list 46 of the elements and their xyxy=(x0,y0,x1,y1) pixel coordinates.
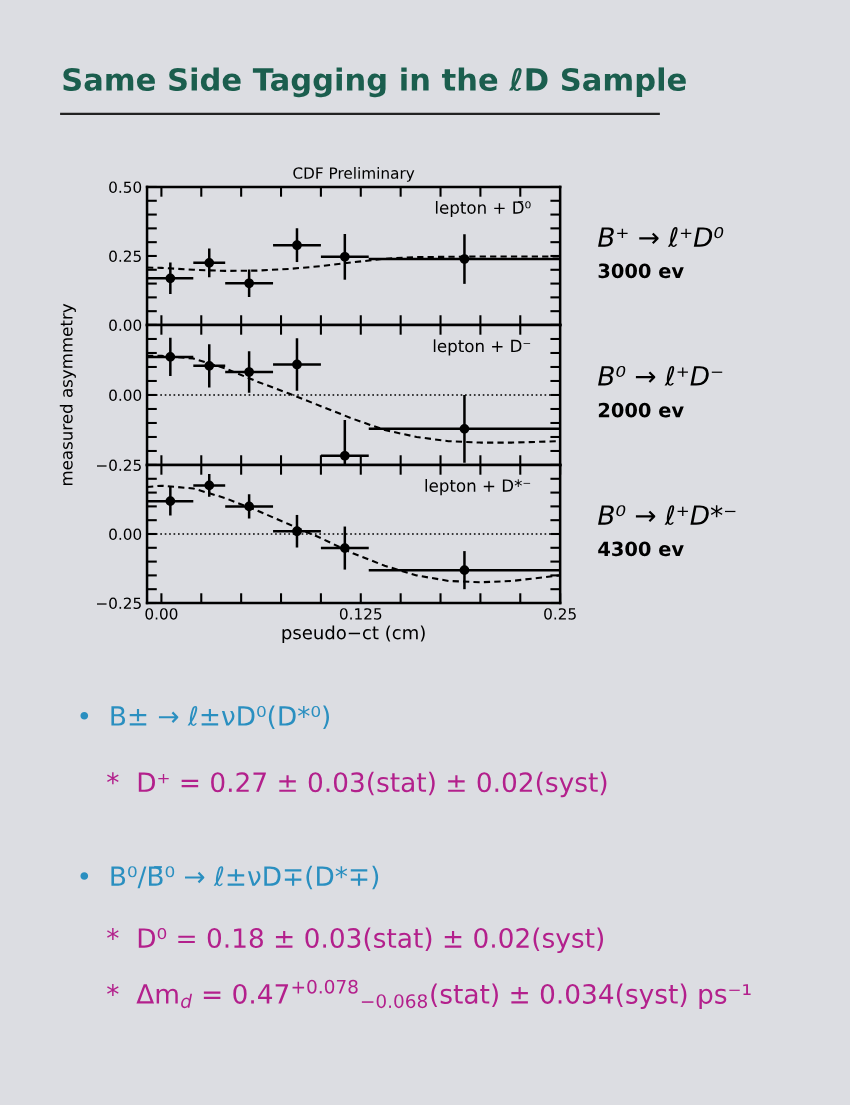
point xyxy=(165,496,176,507)
chart-title: CDF Preliminary xyxy=(293,167,415,182)
text: 3000 ev xyxy=(598,263,684,279)
text: • B⁰/B̄⁰ → ℓ±νD∓(D*∓) xyxy=(80,865,379,890)
text: * Δm$_{d}$ = 0.47$^{+0.078}$$_{−0.068}$(stat) ± 0.034(syst) ps⁻¹ xyxy=(107,979,751,1010)
text: 2000 ev xyxy=(598,402,684,418)
point xyxy=(244,278,254,289)
text: • B± → ℓ±νD⁰(D*⁰) xyxy=(80,705,330,730)
y-tick-label: −0.25 xyxy=(96,459,141,472)
y-tick-label: 0.25 xyxy=(109,250,141,262)
text: B⁰ → ℓ⁺D*⁻ xyxy=(598,505,736,526)
text: 4300 ev xyxy=(598,541,684,557)
text: * D⁺ = 0.27 ± 0.03(stat) ± 0.02(syst) xyxy=(107,771,607,798)
point xyxy=(292,240,302,251)
text: Same Side Tagging in the ℓD Sample xyxy=(63,67,686,98)
point xyxy=(292,526,302,537)
y-tick-label: 0.50 xyxy=(109,181,142,193)
y-tick-label: 0.00 xyxy=(109,389,142,401)
y-tick-label: −0.25 xyxy=(96,597,141,610)
point xyxy=(204,258,215,268)
x-axis-title: pseudo−ct (cm) xyxy=(282,625,425,643)
point xyxy=(339,543,350,553)
annotation: lepton + D⁻ xyxy=(433,339,531,356)
annotation: lepton + D̄⁰ xyxy=(435,200,531,218)
point xyxy=(292,359,302,370)
text: B⁺ → ℓ⁺D⁰ xyxy=(598,227,724,248)
x-tick-label: 0.125 xyxy=(339,608,382,620)
y-tick-label: 0.00 xyxy=(109,319,142,331)
point xyxy=(339,450,350,461)
point xyxy=(204,360,215,371)
point xyxy=(459,565,470,576)
point xyxy=(165,273,176,284)
y-tick-label: 0.00 xyxy=(109,528,142,541)
text: * D⁰ = 0.18 ± 0.03(stat) ± 0.02(syst) xyxy=(107,927,604,954)
annotation: lepton + D*⁻ xyxy=(425,479,531,496)
text: B⁰ → ℓ⁺D⁻ xyxy=(598,365,723,386)
point xyxy=(165,352,176,362)
point xyxy=(244,367,254,377)
point xyxy=(339,251,350,262)
x-tick-label: 0.25 xyxy=(544,608,576,620)
point xyxy=(459,254,470,264)
y-axis-title: measured asymmetry xyxy=(59,303,76,486)
point xyxy=(459,424,470,434)
point xyxy=(204,480,215,491)
point xyxy=(244,501,254,512)
x-tick-label: 0.00 xyxy=(145,608,178,620)
